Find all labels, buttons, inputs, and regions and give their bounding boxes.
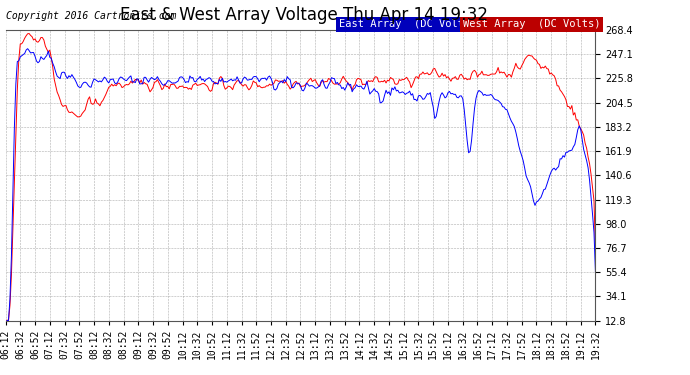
- Text: East Array  (DC Volts): East Array (DC Volts): [339, 20, 476, 29]
- Text: Copyright 2016 Cartronics.com: Copyright 2016 Cartronics.com: [6, 11, 176, 21]
- Text: West Array  (DC Volts): West Array (DC Volts): [463, 20, 600, 29]
- Text: East & West Array Voltage Thu Apr 14 19:32: East & West Array Voltage Thu Apr 14 19:…: [119, 6, 488, 24]
